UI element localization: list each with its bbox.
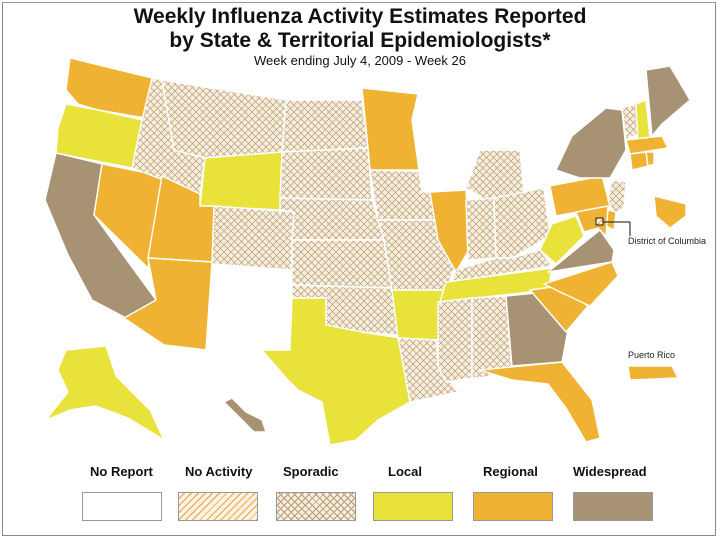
dc-inset-shape — [653, 195, 687, 229]
legend-label-widespread: Widespread — [573, 464, 647, 479]
state-ME — [645, 65, 691, 137]
state-CT — [629, 151, 649, 171]
state-AK — [45, 345, 165, 441]
legend-swatch-regional — [473, 492, 553, 521]
map-title-line2: by State & Territorial Epidemiologists* — [169, 29, 551, 52]
state-NC — [543, 261, 619, 307]
state-ND — [281, 99, 369, 153]
state-RI — [645, 151, 655, 167]
legend-label-no-report: No Report — [90, 464, 153, 479]
state-PR — [627, 365, 679, 381]
state-WV — [539, 215, 585, 265]
state-NM — [205, 263, 293, 353]
state-NH — [635, 99, 651, 141]
state-FL — [479, 361, 601, 443]
legend-swatch-no-report — [82, 492, 162, 521]
state-HI — [223, 397, 267, 433]
legend-label-local: Local — [388, 464, 422, 479]
state-MD — [575, 205, 609, 237]
legend-label-regional: Regional — [483, 464, 538, 479]
state-AL — [471, 295, 513, 379]
state-WI — [411, 119, 467, 193]
map-title-line1: Weekly Influenza Activity Estimates Repo… — [133, 5, 587, 28]
state-MI — [465, 149, 525, 201]
legend-swatch-widespread — [573, 492, 653, 521]
state-WY — [199, 151, 283, 211]
state-NJ — [607, 179, 627, 215]
legend-swatch-no-activity — [178, 492, 258, 521]
state-IL — [429, 189, 471, 273]
state-MS — [437, 297, 473, 383]
state-MT — [161, 79, 287, 159]
state-DC — [595, 217, 604, 226]
legend-swatch-sporadic — [276, 492, 356, 521]
dc-callout-label: District of Columbia — [628, 236, 706, 246]
state-CO — [211, 205, 295, 271]
pr-callout-label: Puerto Rico — [628, 350, 675, 360]
state-IN — [465, 197, 497, 261]
state-MA — [625, 135, 669, 155]
state-TX — [261, 297, 411, 446]
map-subtitle: Week ending July 4, 2009 - Week 26 — [254, 53, 466, 68]
state-VA — [547, 229, 615, 273]
legend-label-sporadic: Sporadic — [283, 464, 339, 479]
state-SD — [279, 147, 373, 201]
state-NY — [555, 107, 627, 179]
state-KS — [291, 239, 393, 289]
state-NE — [279, 197, 385, 241]
state-OH — [493, 187, 551, 259]
legend-swatch-local — [373, 492, 453, 521]
legend-label-no-activity: No Activity — [185, 464, 253, 479]
